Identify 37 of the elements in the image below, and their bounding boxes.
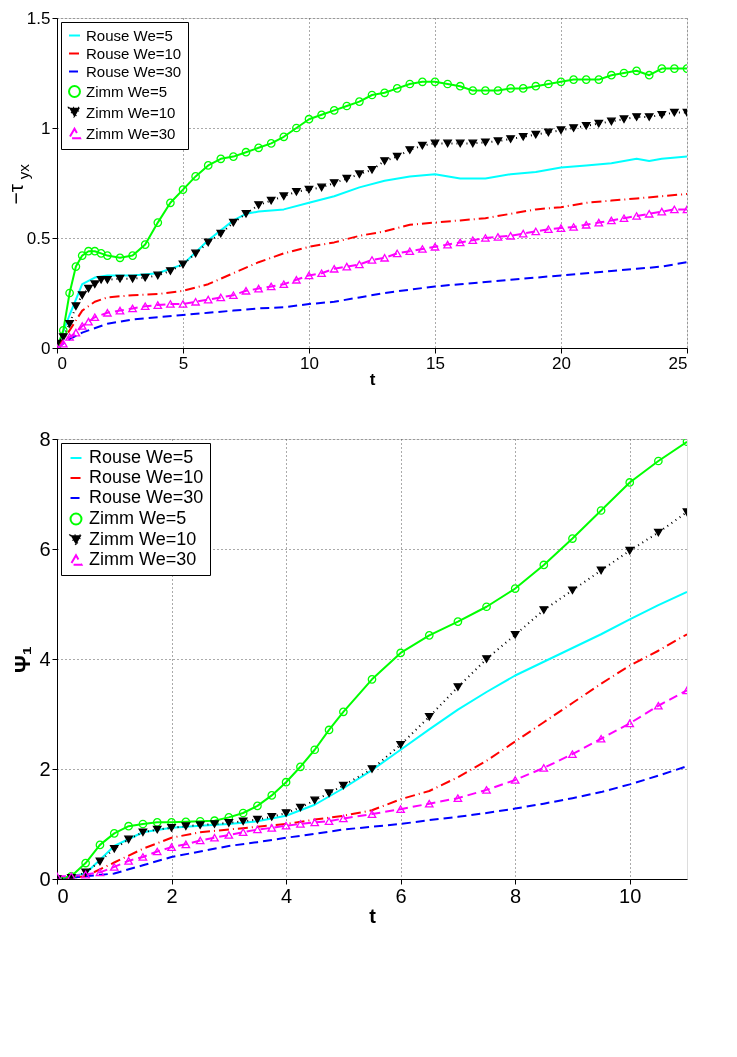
y-tick-label: 6 <box>39 537 51 560</box>
x-tick-label: 25 <box>668 353 688 373</box>
legend-label: Zimm We=10 <box>89 529 197 549</box>
y-axis-title: Ψ₁ <box>10 646 36 673</box>
y-axis-title: −τyx <box>4 163 33 205</box>
x-tick-label: 4 <box>281 884 293 907</box>
y-tick-label: 0 <box>41 338 51 358</box>
y-tick-label: 8 <box>39 427 51 450</box>
legend-label: Zimm We=10 <box>86 103 176 121</box>
x-axis-title: t <box>369 369 376 389</box>
y-tick-label: 1.5 <box>26 8 51 28</box>
x-axis-title: t <box>369 904 377 927</box>
y-tick-label: 0.5 <box>26 228 51 248</box>
x-tick-label: 10 <box>619 884 642 907</box>
legend-label: Rouse We=10 <box>86 44 182 62</box>
y-tick-label: 0 <box>39 867 51 890</box>
y-tick-label: 4 <box>39 647 51 670</box>
legend-label: Rouse We=10 <box>89 467 204 487</box>
x-tick-label: 20 <box>552 353 571 373</box>
x-tick-label: 0 <box>57 884 69 907</box>
y-tick-label: 1 <box>41 118 51 138</box>
legend-label: Zimm We=30 <box>89 549 197 569</box>
legend-label: Rouse We=30 <box>89 487 204 507</box>
legend-label: Zimm We=5 <box>89 508 187 528</box>
y-tick-label: 2 <box>39 757 51 780</box>
x-tick-label: 5 <box>178 353 189 373</box>
x-tick-label: 6 <box>395 884 407 907</box>
legend-label: Rouse We=5 <box>86 26 173 44</box>
x-tick-label: 0 <box>57 353 67 373</box>
x-tick-label: 15 <box>426 353 445 373</box>
legend-label: Zimm We=30 <box>86 124 176 142</box>
x-tick-label: 2 <box>166 884 178 907</box>
legend-label: Rouse We=30 <box>86 62 182 80</box>
legend-label: Zimm We=5 <box>86 82 167 100</box>
x-tick-label: 8 <box>510 884 522 907</box>
x-tick-label: 10 <box>300 353 319 373</box>
legend-label: Rouse We=5 <box>89 447 194 467</box>
